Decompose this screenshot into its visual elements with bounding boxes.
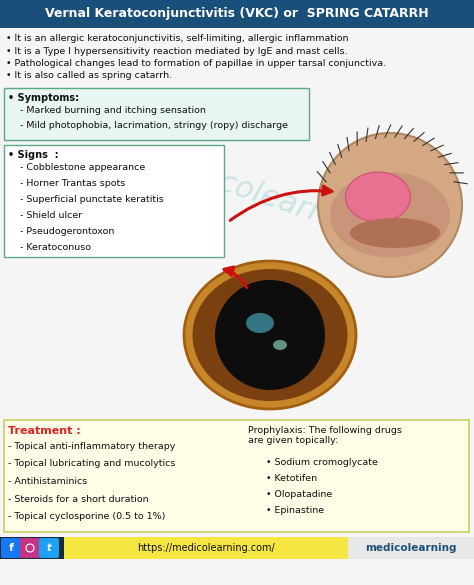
Text: Treatment :: Treatment : [8, 426, 81, 436]
Text: - Horner Trantas spots: - Horner Trantas spots [8, 179, 125, 188]
Text: Vernal Keratoconjunctivitis (VKC) or  SPRING CATARRH: Vernal Keratoconjunctivitis (VKC) or SPR… [45, 8, 429, 20]
Text: • Symptoms:: • Symptoms: [8, 93, 79, 103]
FancyBboxPatch shape [1, 538, 21, 558]
Text: medicolearning: medicolearning [143, 144, 377, 245]
Text: • Epinastine: • Epinastine [260, 506, 324, 515]
Ellipse shape [184, 261, 356, 409]
Ellipse shape [273, 340, 287, 350]
Text: • It is a Type I hypersensitivity reaction mediated by IgE and mast cells.: • It is a Type I hypersensitivity reacti… [6, 46, 347, 56]
Text: https://medicolearning.com/: https://medicolearning.com/ [137, 543, 275, 553]
Text: medicolearning: medicolearning [365, 543, 457, 553]
Text: - Pseudogerontoxon: - Pseudogerontoxon [8, 227, 114, 236]
Text: f: f [9, 543, 13, 553]
Ellipse shape [246, 313, 274, 333]
FancyBboxPatch shape [39, 538, 59, 558]
Text: - Marked burning and itching sensation: - Marked burning and itching sensation [8, 106, 206, 115]
Text: - Keratoconuso: - Keratoconuso [8, 243, 91, 252]
Text: - Topical lubricating and mucolytics: - Topical lubricating and mucolytics [8, 459, 175, 469]
Text: - Mild photophobia, lacrimation, stringy (ropy) discharge: - Mild photophobia, lacrimation, stringy… [8, 121, 288, 130]
Ellipse shape [192, 269, 347, 401]
FancyBboxPatch shape [0, 537, 64, 559]
Ellipse shape [330, 173, 450, 257]
Text: • Olopatadine: • Olopatadine [260, 490, 332, 499]
Text: t: t [46, 543, 51, 553]
Text: - Topical cyclosporine (0.5 to 1%): - Topical cyclosporine (0.5 to 1%) [8, 512, 165, 521]
FancyBboxPatch shape [348, 537, 474, 559]
Text: Prophylaxis: The following drugs
are given topically:: Prophylaxis: The following drugs are giv… [248, 426, 402, 445]
Text: • It is an allergic keratoconjunctivitis, self-limiting, allergic inflammation: • It is an allergic keratoconjunctivitis… [6, 34, 348, 43]
Text: - Shield ulcer: - Shield ulcer [8, 211, 82, 220]
FancyBboxPatch shape [4, 420, 469, 532]
FancyBboxPatch shape [64, 537, 348, 559]
Text: - Superficial punctate keratitis: - Superficial punctate keratitis [8, 195, 164, 204]
Ellipse shape [350, 218, 440, 248]
FancyBboxPatch shape [20, 538, 40, 558]
Circle shape [215, 280, 325, 390]
Ellipse shape [346, 172, 410, 222]
Text: - Cobblestone appearance: - Cobblestone appearance [8, 163, 145, 172]
Text: • Signs  :: • Signs : [8, 150, 59, 160]
Text: • Sodium cromoglycate: • Sodium cromoglycate [260, 458, 378, 467]
FancyBboxPatch shape [4, 88, 309, 140]
Text: - Topical anti-inflammatory therapy: - Topical anti-inflammatory therapy [8, 442, 175, 451]
Circle shape [318, 133, 462, 277]
FancyBboxPatch shape [0, 0, 474, 28]
Text: • It is also called as spring catarrh.: • It is also called as spring catarrh. [6, 71, 172, 81]
Text: • Ketotifen: • Ketotifen [260, 474, 317, 483]
Text: • Pathological changes lead to formation of papillae in upper tarsal conjunctiva: • Pathological changes lead to formation… [6, 59, 386, 68]
Text: - Steroids for a short duration: - Steroids for a short duration [8, 494, 149, 504]
FancyBboxPatch shape [4, 145, 224, 257]
Text: - Antihistaminics: - Antihistaminics [8, 477, 87, 486]
